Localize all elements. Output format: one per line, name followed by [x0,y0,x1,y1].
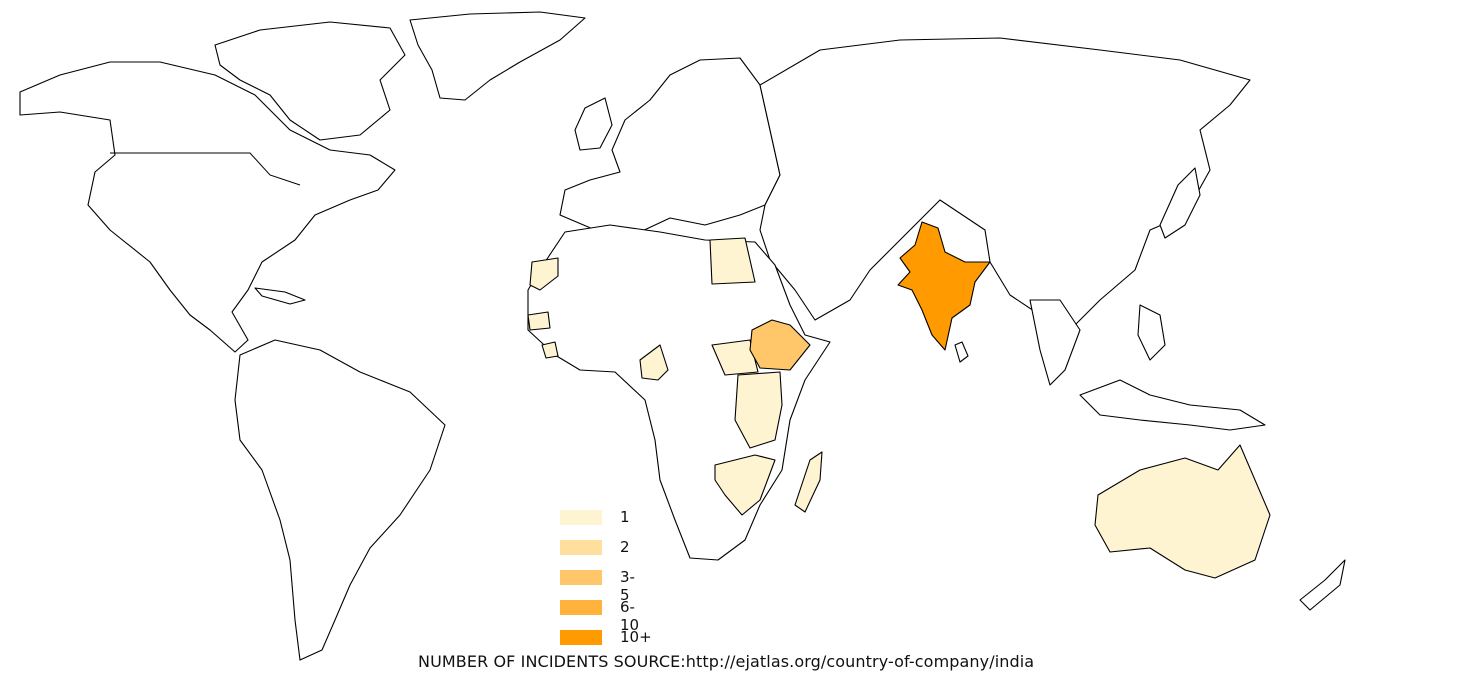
legend-label: 1 [620,508,630,526]
legend-swatch [560,600,602,615]
region-southeast-asia [1029,299,1081,386]
region-south-america [234,339,446,661]
country-cameroon [639,344,669,381]
legend-swatch [560,540,602,555]
country-philippines [1137,304,1166,361]
legend-swatch [560,630,602,645]
region-caribbean [254,287,306,305]
country-senegal [527,311,551,331]
country-western-sahara [529,257,559,291]
country-sierra-leone [541,341,559,359]
country-japan [1159,167,1201,239]
border-us-canada [110,152,301,186]
map-caption: NUMBER OF INCIDENTS SOURCE:http://ejatla… [418,652,1035,671]
region-arctic-islands [214,21,406,141]
country-new-zealand [1299,559,1346,611]
country-south-sudan [711,339,759,376]
legend-swatch [560,570,602,585]
country-egypt [709,237,756,285]
country-ethiopia [749,319,811,371]
legend-label: 3-5 [620,568,635,604]
legend-label: 2 [620,538,630,556]
region-europe [559,57,781,233]
region-north-america [19,61,396,353]
country-greenland [409,11,586,101]
legend-label: 10+ [620,628,652,646]
country-sri-lanka [954,341,969,363]
country-madagascar [794,451,823,513]
region-east-africa-shaded [734,371,783,449]
country-australia [1094,444,1271,579]
region-indonesia [1079,379,1266,431]
region-southeast-africa-shaded [714,454,776,516]
legend-label: 6-10 [620,598,640,634]
legend-swatch [560,510,602,525]
country-india [897,221,991,351]
region-british-isles [574,97,613,151]
region-asia [759,37,1251,331]
